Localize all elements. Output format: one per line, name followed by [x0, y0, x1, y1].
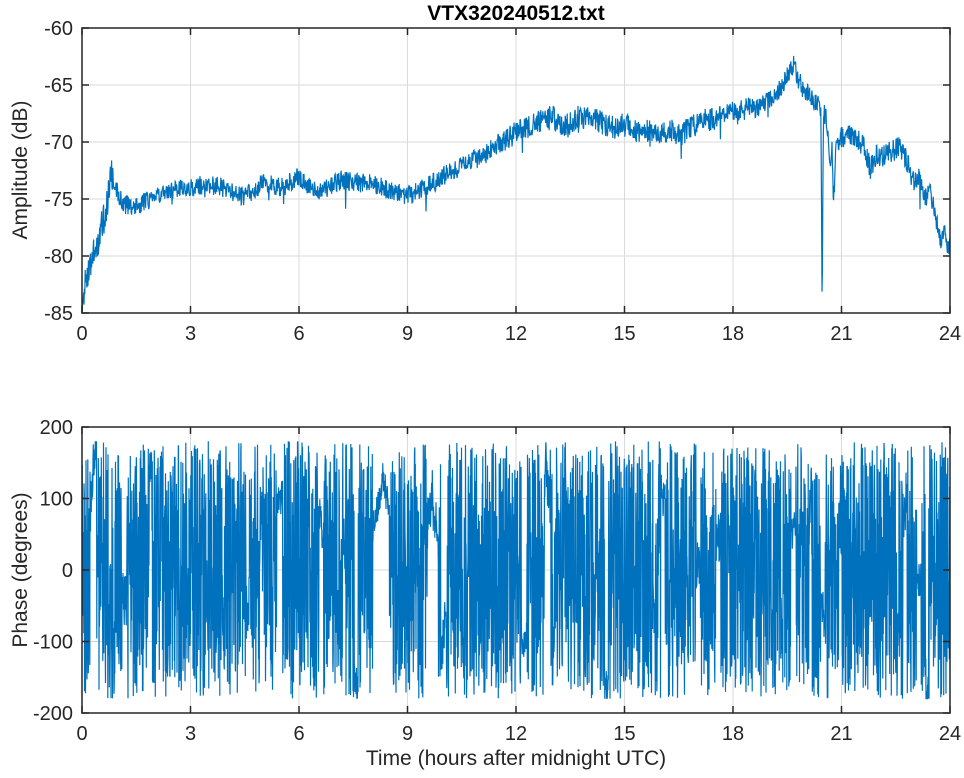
x-tick-label: 12	[505, 723, 527, 745]
x-tick-label: 0	[76, 723, 87, 745]
y-tick-label: -70	[44, 132, 73, 154]
y-tick-label: -60	[44, 18, 73, 40]
x-tick-label: 15	[613, 323, 635, 345]
phase-plot: 0 3 6 9 12 15 18 21 24 -200 -100 0 100 200	[33, 417, 961, 745]
plot-title: VTX320240512.txt	[427, 2, 605, 25]
x-tick-label: 21	[830, 323, 852, 345]
x-tick-label: 3	[185, 723, 196, 745]
x-tick-label: 18	[722, 323, 744, 345]
x-tick-label: 24	[939, 323, 961, 345]
x-tick-label: 9	[402, 323, 413, 345]
y-tick-label: -100	[33, 632, 73, 654]
x-tick-label: 15	[613, 723, 635, 745]
y-tick-label: -85	[44, 303, 73, 325]
x-tick-label: 3	[185, 323, 196, 345]
x-tick-label: 9	[402, 723, 413, 745]
phase-series-line	[82, 441, 950, 700]
x-tick-label: 24	[939, 723, 961, 745]
y-tick-label: -65	[44, 75, 73, 97]
y-tick-label: -80	[44, 246, 73, 268]
x-tick-label: 0	[76, 323, 87, 345]
x-tick-label: 6	[293, 723, 304, 745]
amplitude-series-line	[82, 55, 950, 313]
amplitude-plot: 0 3 6 9 12 15 18 21 24 -85 -80 -75 -70 -65 -60	[44, 18, 961, 345]
time-x-axis-label: Time (hours after midnight UTC)	[365, 747, 667, 770]
y-tick-label: 200	[40, 417, 73, 439]
x-tick-label: 6	[293, 323, 304, 345]
y-tick-label: 0	[62, 560, 73, 582]
y-tick-label: -75	[44, 189, 73, 211]
y-tick-label: -200	[33, 703, 73, 725]
y-tick-label: 100	[40, 489, 73, 511]
x-tick-label: 21	[830, 723, 852, 745]
x-tick-label: 18	[722, 723, 744, 745]
x-tick-label: 12	[505, 323, 527, 345]
